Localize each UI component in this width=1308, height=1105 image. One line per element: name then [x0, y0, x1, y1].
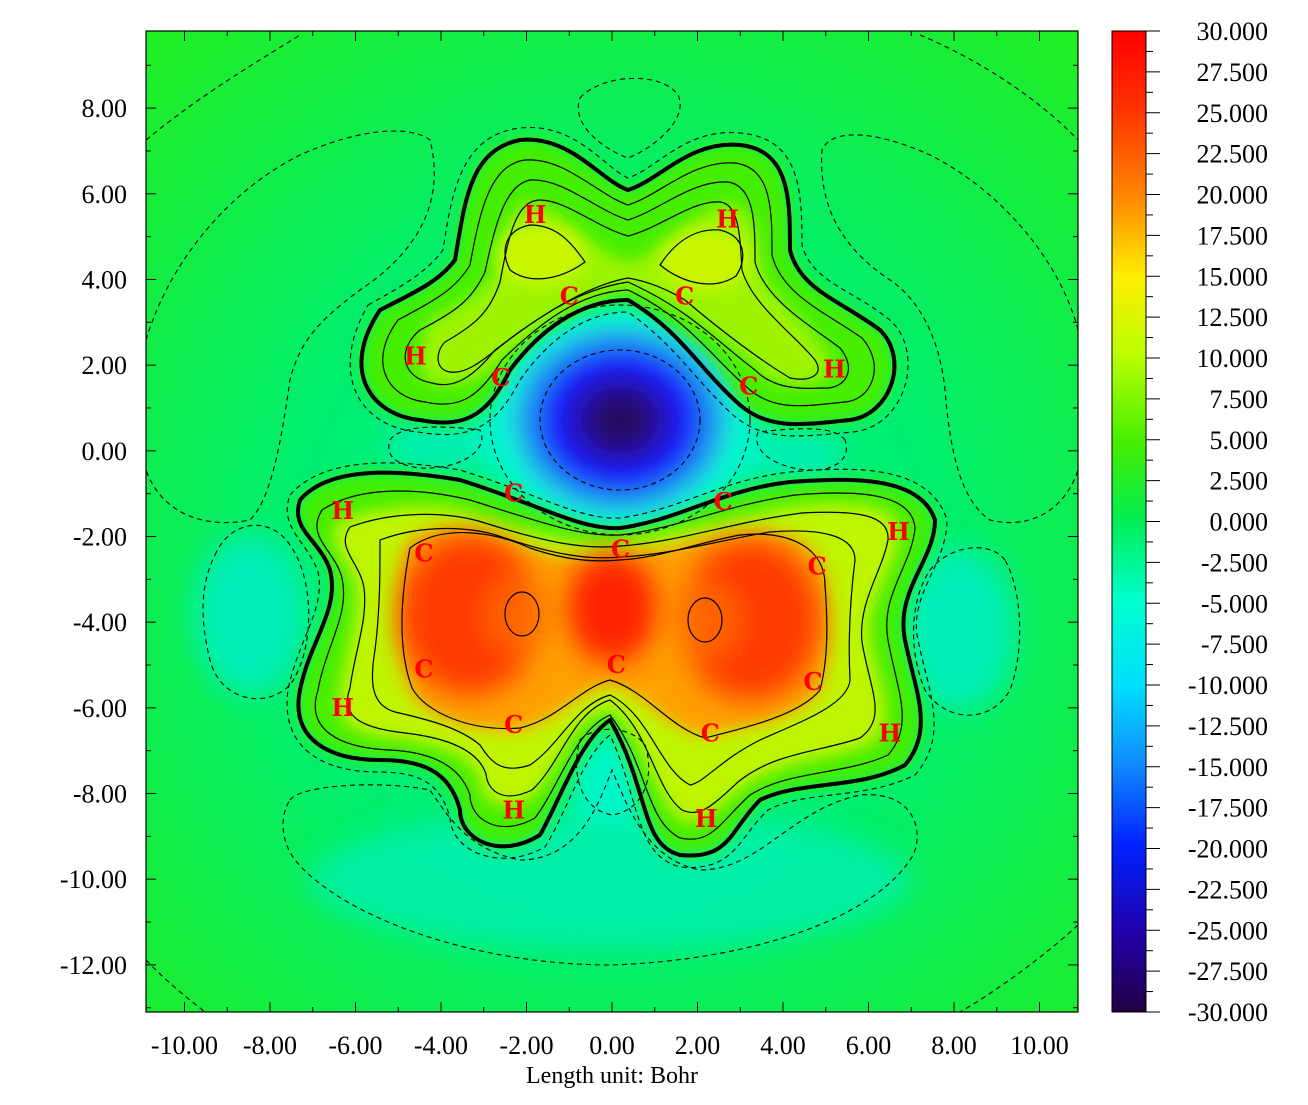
- atom-label-c: C: [491, 363, 510, 392]
- atom-label-h: H: [823, 354, 846, 383]
- x-tick-label: 0.00: [589, 1031, 635, 1060]
- y-tick-label: -4.00: [73, 608, 127, 637]
- x-tick-label: 10.00: [1010, 1031, 1069, 1060]
- x-tick-label: -8.00: [243, 1031, 297, 1060]
- colorbar-label: -7.500: [1201, 630, 1268, 659]
- x-axis-label: Length unit: Bohr: [526, 1063, 698, 1089]
- x-axis: -10.00 -8.00 -6.00 -4.00 -2.00 0.00 2.00 4.00 6.…: [151, 31, 1069, 1060]
- colorbar-label: 17.500: [1197, 221, 1269, 250]
- atom-label-c: C: [414, 539, 433, 568]
- x-tick-label: 4.00: [760, 1031, 806, 1060]
- y-tick-label: 4.00: [82, 265, 128, 294]
- atom-label-h: H: [695, 804, 718, 833]
- atom-label-h: H: [879, 719, 902, 748]
- atom-label-c: C: [701, 719, 720, 748]
- y-tick-label: -6.00: [73, 694, 127, 723]
- atom-label-h: H: [404, 342, 427, 371]
- y-tick-label: -2.00: [73, 522, 127, 551]
- atom-label-h: H: [887, 517, 910, 546]
- atom-label-h: H: [716, 204, 739, 233]
- atom-label-c: C: [611, 534, 630, 563]
- y-tick-label: 0.00: [82, 437, 128, 466]
- colorbar-label: 7.500: [1210, 385, 1269, 414]
- colorbar-label: 22.500: [1197, 140, 1269, 169]
- colorbar-label: 5.000: [1210, 426, 1269, 455]
- atom-label-c: C: [504, 479, 523, 508]
- atom-label-c: C: [504, 710, 523, 739]
- colorbar: [1112, 31, 1146, 1012]
- colorbar-label: 27.500: [1197, 58, 1269, 87]
- y-tick-label: 2.00: [82, 351, 128, 380]
- colorbar-label: -10.000: [1188, 671, 1268, 700]
- y-tick-label: 6.00: [82, 180, 128, 209]
- atom-label-h: H: [331, 496, 354, 525]
- x-tick-label: 8.00: [931, 1031, 977, 1060]
- atom-label-c: C: [803, 667, 822, 696]
- y-tick-label: -10.00: [60, 865, 127, 894]
- colorbar-label: -20.000: [1188, 835, 1268, 864]
- colorbar-label: 0.000: [1210, 508, 1269, 537]
- atom-label-c: C: [808, 551, 827, 580]
- colorbar-label: 30.000: [1197, 17, 1269, 46]
- y-tick-label: 8.00: [82, 94, 128, 123]
- y-tick-label: -8.00: [73, 780, 127, 809]
- x-tick-label: -2.00: [499, 1031, 553, 1060]
- y-axis: 8.00 6.00 4.00 2.00 0.00 -2.00 -4.00 -6.00 -8.00…: [60, 64, 1078, 1009]
- colorbar-label: -5.000: [1201, 589, 1268, 618]
- atom-label-h: H: [331, 693, 354, 722]
- colorbar-label: 15.000: [1197, 262, 1269, 291]
- colorbar-label: -25.000: [1188, 916, 1268, 945]
- colorbar-axis: 30.000 27.500 25.000 22.500 20.000 17.500 15.0…: [1146, 17, 1268, 1027]
- x-tick-label: -10.00: [151, 1031, 218, 1060]
- colorbar-label: 10.000: [1197, 344, 1269, 373]
- colorbar-label: 2.500: [1210, 467, 1269, 496]
- colorbar-label: -2.500: [1201, 548, 1268, 577]
- x-tick-label: 2.00: [675, 1031, 721, 1060]
- colorbar-label: 20.000: [1197, 181, 1269, 210]
- colorbar-label: -30.000: [1188, 998, 1268, 1027]
- heatmap-field: H H C C H C C H H C C H C C C C C C H C C H H H: [146, 31, 1078, 1012]
- x-tick-label: -4.00: [414, 1031, 468, 1060]
- atom-label-h: H: [502, 796, 525, 825]
- atom-label-c: C: [714, 487, 733, 516]
- atom-label-c: C: [675, 282, 694, 311]
- x-tick-label: -6.00: [328, 1031, 382, 1060]
- atom-label-c: C: [739, 372, 758, 401]
- colorbar-label: 25.000: [1197, 99, 1269, 128]
- atom-label-c: C: [414, 654, 433, 683]
- atom-label-c: C: [560, 282, 579, 311]
- colorbar-label: 12.500: [1197, 303, 1269, 332]
- colorbar-label: -12.500: [1188, 712, 1268, 741]
- atom-label-c: C: [607, 650, 626, 679]
- colorbar-label: -15.000: [1188, 753, 1268, 782]
- x-tick-label: 6.00: [846, 1031, 892, 1060]
- colorbar-label: -17.500: [1188, 794, 1268, 823]
- atom-label-h: H: [524, 200, 547, 229]
- colorbar-label: -22.500: [1188, 875, 1268, 904]
- colorbar-label: -27.500: [1188, 957, 1268, 986]
- y-tick-label: -12.00: [60, 951, 127, 980]
- atom-labels: H H C C H C C H H C C H C C C C C C H C C H H H: [331, 200, 909, 833]
